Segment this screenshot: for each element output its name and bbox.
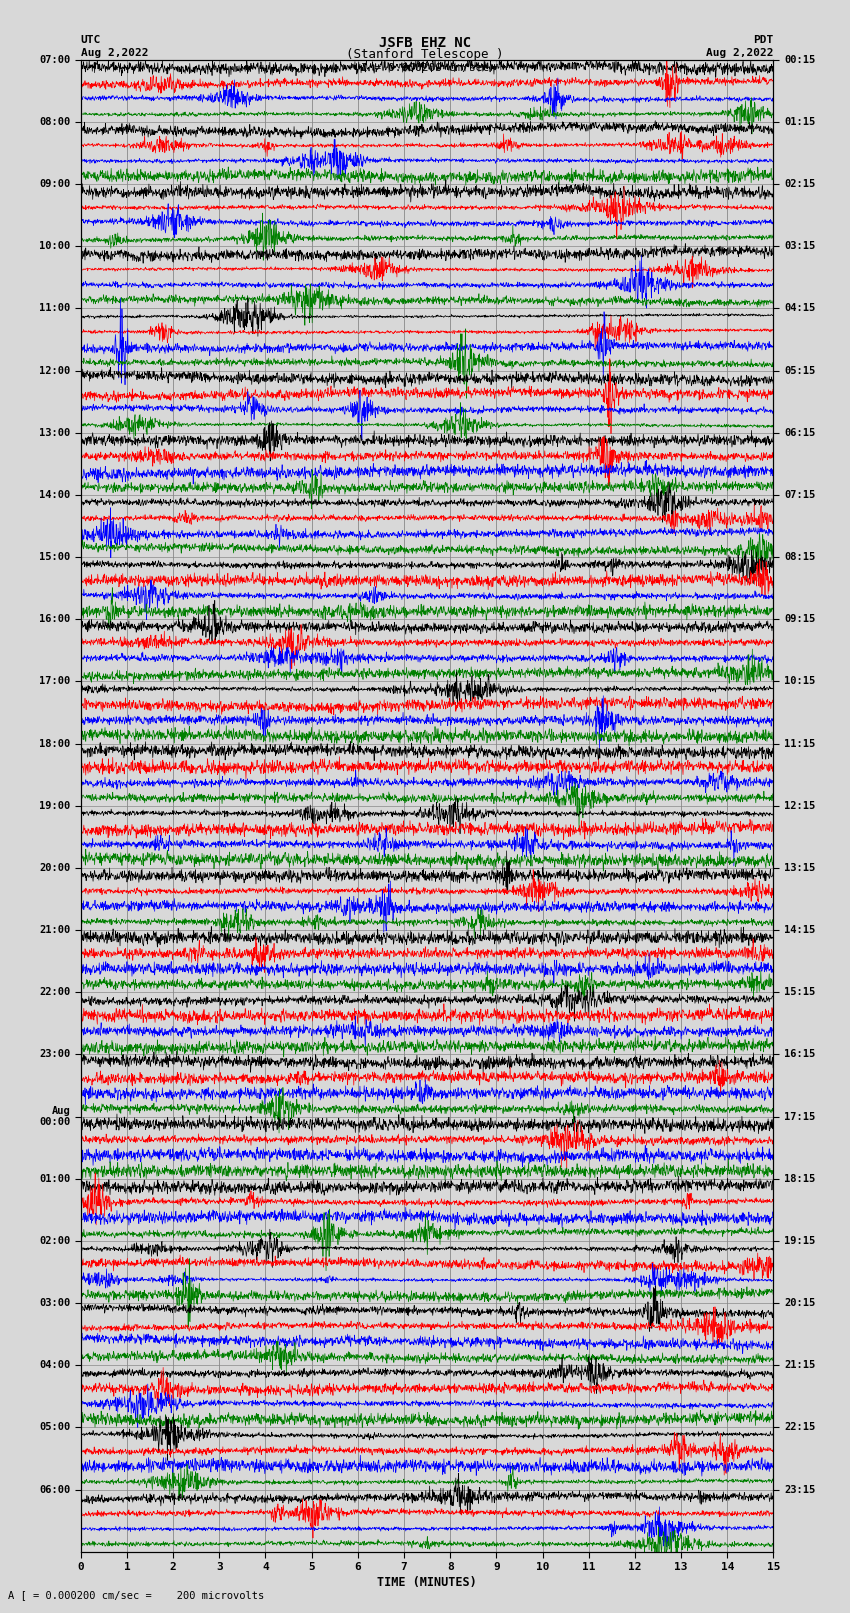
Text: I = 0.000200 cm/sec: I = 0.000200 cm/sec <box>361 63 489 73</box>
Text: PDT: PDT <box>753 35 774 45</box>
X-axis label: TIME (MINUTES): TIME (MINUTES) <box>377 1576 477 1589</box>
Text: Aug 2,2022: Aug 2,2022 <box>81 48 148 58</box>
Text: JSFB EHZ NC: JSFB EHZ NC <box>379 35 471 50</box>
Text: UTC: UTC <box>81 35 101 45</box>
Text: A [ = 0.000200 cm/sec =    200 microvolts: A [ = 0.000200 cm/sec = 200 microvolts <box>8 1590 264 1600</box>
Text: Aug 2,2022: Aug 2,2022 <box>706 48 774 58</box>
Text: (Stanford Telescope ): (Stanford Telescope ) <box>346 48 504 61</box>
